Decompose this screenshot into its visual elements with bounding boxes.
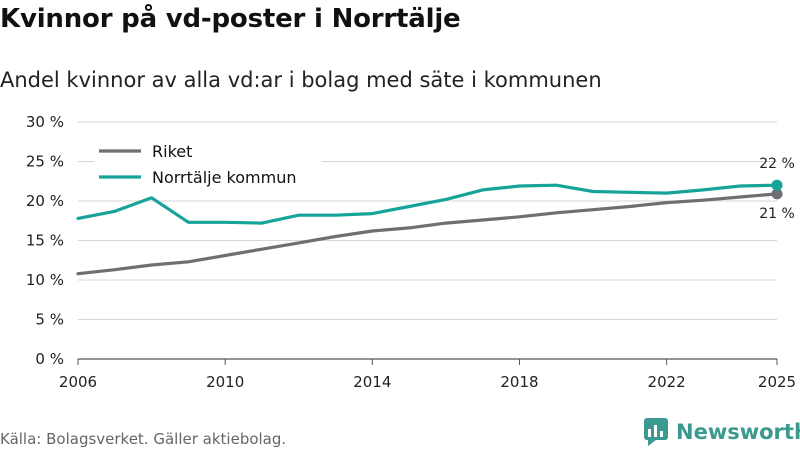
y-tick-label: 30 %: [26, 113, 64, 131]
y-tick-label: 0 %: [35, 350, 64, 368]
x-tick-label: 2025: [758, 373, 796, 391]
newsworthy-logo-icon: [644, 418, 668, 446]
y-tick-label: 5 %: [35, 311, 64, 329]
legend-label-norrtalje: Norrtälje kommun: [152, 168, 296, 187]
line-chart: 0 % 5 % 10 % 15 % 20 % 25 % 30 % 2006 2010 2014 20…: [26, 113, 796, 391]
series-end-point-norrtalje: [771, 179, 783, 191]
chart-subtitle: Andel kvinnor av alla vd:ar i bolag med …: [0, 68, 602, 92]
y-tick-label: 10 %: [26, 271, 64, 289]
series-line-riket: [76, 192, 779, 276]
y-tick-label: 15 %: [26, 232, 64, 250]
x-tick-label: 2006: [59, 373, 97, 391]
y-tick-label: 25 %: [26, 153, 64, 171]
series-end-point-riket: [771, 188, 783, 200]
x-tick-label: 2014: [353, 373, 391, 391]
x-tick-label: 2010: [206, 373, 244, 391]
chart-title: Kvinnor på vd-poster i Norrtälje: [0, 4, 461, 34]
source-note: Källa: Bolagsverket. Gäller aktiebolag.: [0, 430, 287, 448]
x-tick-label: 2022: [648, 373, 686, 391]
legend-box: [94, 136, 322, 192]
series-line-norrtalje: [76, 183, 779, 225]
newsworthy-logo: Newsworthy: [644, 418, 800, 446]
newsworthy-logo-text: Newsworthy: [676, 420, 800, 444]
series-end-label-riket: 21 %: [759, 206, 795, 222]
legend-label-riket: Riket: [152, 142, 192, 161]
series-end-label-norrtalje: 22 %: [759, 156, 795, 172]
y-tick-label: 20 %: [26, 192, 64, 210]
x-tick-label: 2018: [500, 373, 538, 391]
